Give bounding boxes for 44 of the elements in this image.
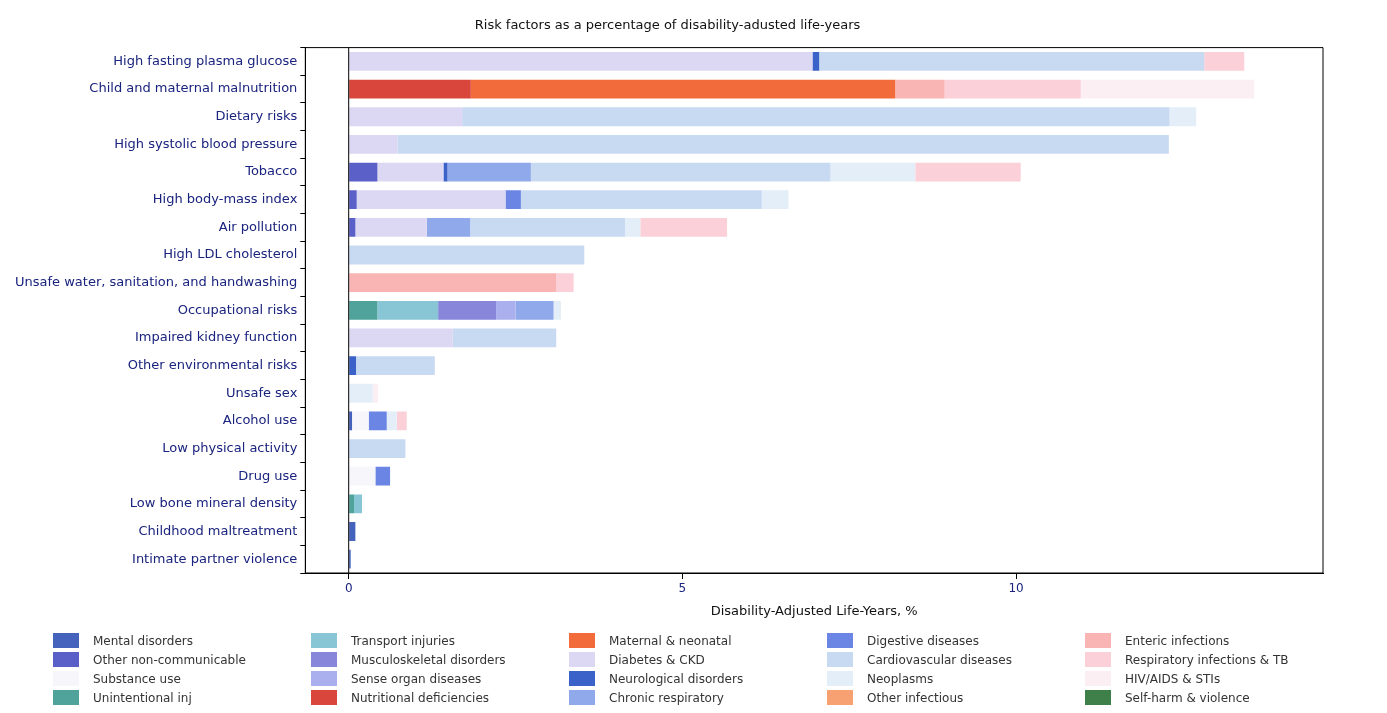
- legend-label: Nutritional deficiencies: [351, 690, 490, 705]
- legend-label: Maternal & neonatal: [609, 633, 732, 648]
- y-tick-label: Intimate partner violence: [132, 550, 298, 566]
- legend-label: Chronic respiratory: [609, 690, 724, 705]
- legend-label: Transport injuries: [351, 633, 455, 648]
- legend-label: Cardiovascular diseases: [867, 652, 1012, 667]
- legend-label: Substance use: [93, 671, 181, 686]
- legend-label: Neoplasms: [867, 671, 934, 686]
- legend-label: Enteric infections: [1125, 633, 1230, 648]
- legend-label: Respiratory infections & TB: [1125, 652, 1289, 667]
- x-tick-label: 5: [678, 581, 687, 596]
- y-tick-label: High LDL cholesterol: [163, 246, 298, 262]
- y-tick-label: Unsafe water, sanitation, and handwashing: [15, 274, 298, 290]
- y-tick-label: Impaired kidney function: [134, 329, 298, 345]
- legend-label: Self-harm & violence: [1125, 690, 1250, 705]
- legend-label: Sense organ diseases: [351, 671, 482, 686]
- y-tick-label: High fasting plasma glucose: [113, 52, 298, 68]
- y-tick-label: Air pollution: [218, 218, 298, 234]
- legend-label: Musculoskeletal disorders: [351, 652, 506, 667]
- legend-label: Diabetes & CKD: [609, 652, 705, 667]
- legend-label: Other non-communicable: [93, 652, 246, 667]
- y-tick-label: Other environmental risks: [127, 356, 298, 372]
- y-tick-label: High systolic blood pressure: [114, 135, 298, 151]
- y-tick-label: Tobacco: [244, 163, 298, 179]
- legend-label: Unintentional inj: [93, 690, 192, 705]
- y-tick-label: Childhood maltreatment: [138, 522, 298, 538]
- legend-label: Digestive diseases: [867, 633, 979, 648]
- y-tick-label: Unsafe sex: [225, 384, 298, 400]
- legend-label: Other infectious: [867, 690, 964, 705]
- x-tick-label: 10: [1008, 581, 1024, 596]
- y-tick-label: Dietary risks: [215, 108, 298, 124]
- x-tick-label: 0: [344, 581, 353, 596]
- chart-title: Risk factors as a percentage of disability-adusted life-years: [474, 17, 861, 33]
- y-tick-label: Alcohol use: [222, 412, 298, 428]
- x-axis-title: Disability-Adjusted Life-Years, %: [710, 602, 918, 618]
- legend-label: Neurological disorders: [609, 671, 744, 686]
- y-tick-label: Low physical activity: [162, 439, 298, 455]
- y-tick-label: Child and maternal malnutrition: [89, 80, 298, 96]
- y-tick-label: High body-mass index: [152, 191, 298, 207]
- legend-label: HIV/AIDS & STIs: [1125, 671, 1221, 686]
- y-tick-label: Occupational risks: [177, 301, 298, 317]
- y-tick-label: Low bone mineral density: [129, 495, 298, 511]
- legend-label: Mental disorders: [93, 633, 194, 648]
- y-tick-label: Drug use: [238, 467, 298, 483]
